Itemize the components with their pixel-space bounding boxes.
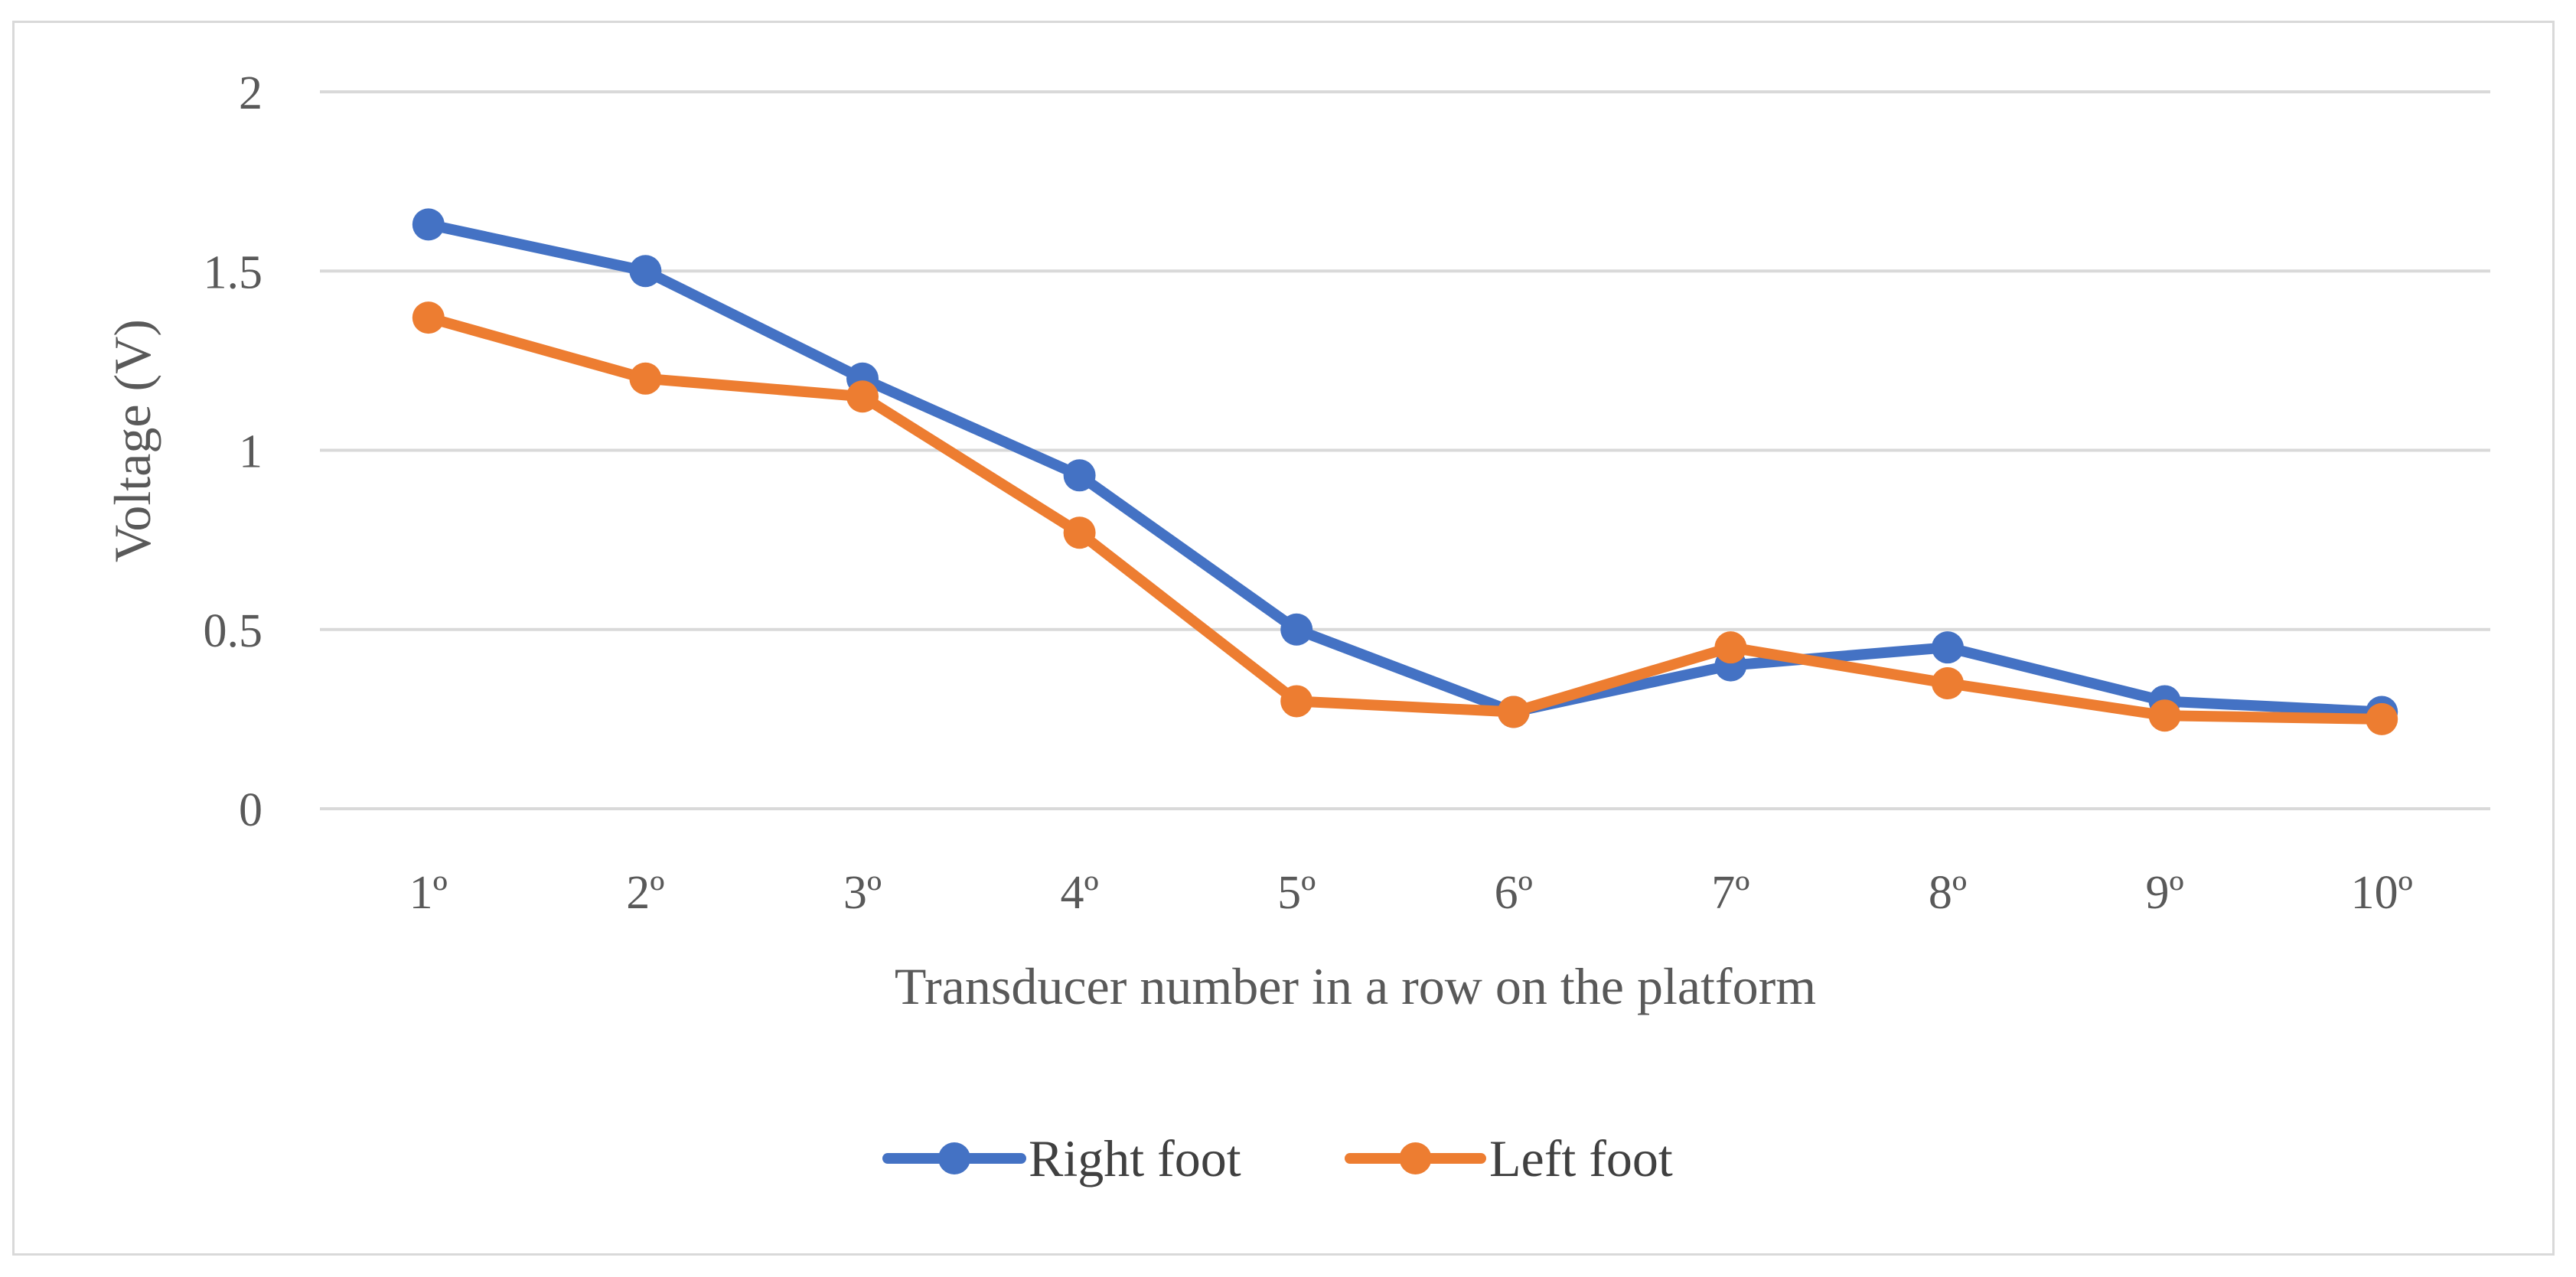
- x-tick-label: 8º: [1929, 867, 1967, 919]
- y-tick-label: 2: [239, 67, 262, 119]
- y-tick-label: 0.5: [204, 605, 263, 657]
- legend-marker: [938, 1142, 970, 1174]
- legend-label: Right foot: [1029, 1129, 1241, 1187]
- x-tick-label: 7º: [1711, 867, 1749, 919]
- series-line: [422, 219, 2388, 718]
- data-point: [2148, 699, 2181, 732]
- y-tick-label: 0: [239, 784, 262, 836]
- data-point: [1063, 459, 1096, 492]
- data-point: [1932, 631, 1964, 664]
- y-tick-label: 1.5: [204, 246, 263, 298]
- series-line: [422, 312, 2388, 725]
- legend: Right foot Left foot: [882, 1129, 1673, 1187]
- data-point: [629, 255, 662, 288]
- y-axis-ticks: 0 0.5 1 1.5 2: [204, 67, 263, 836]
- x-tick-label: 9º: [2145, 867, 2183, 919]
- data-point: [629, 362, 662, 395]
- x-tick-label: 4º: [1060, 867, 1098, 919]
- data-point: [1497, 696, 1530, 728]
- series-right-foot: [412, 208, 2398, 728]
- x-tick-label: 3º: [843, 867, 882, 919]
- series-layer: [412, 208, 2398, 735]
- legend-marker: [1399, 1142, 1432, 1174]
- x-tick-label: 2º: [626, 867, 664, 919]
- data-point: [2366, 702, 2398, 735]
- y-axis-title: Voltage (V): [103, 319, 161, 562]
- data-point: [1280, 685, 1313, 718]
- x-tick-label: 6º: [1495, 867, 1533, 919]
- data-point: [1714, 631, 1747, 664]
- gridlines: [320, 90, 2490, 810]
- data-point: [412, 208, 445, 241]
- x-axis-title: Transducer number in a row on the platfo…: [895, 957, 1816, 1015]
- x-tick-label: 1º: [409, 867, 448, 919]
- data-point: [412, 301, 445, 334]
- x-axis-ticks: 1º 2º 3º 4º 5º 6º 7º 8º 9º 10º: [409, 867, 2413, 919]
- x-tick-label: 10º: [2351, 867, 2413, 919]
- x-tick-label: 5º: [1277, 867, 1316, 919]
- data-point: [1280, 613, 1313, 646]
- series-left-foot: [412, 301, 2398, 735]
- data-point: [846, 380, 879, 413]
- data-point: [1063, 516, 1096, 549]
- legend-label: Left foot: [1489, 1129, 1673, 1187]
- y-tick-label: 1: [239, 426, 262, 478]
- data-point: [1932, 667, 1964, 700]
